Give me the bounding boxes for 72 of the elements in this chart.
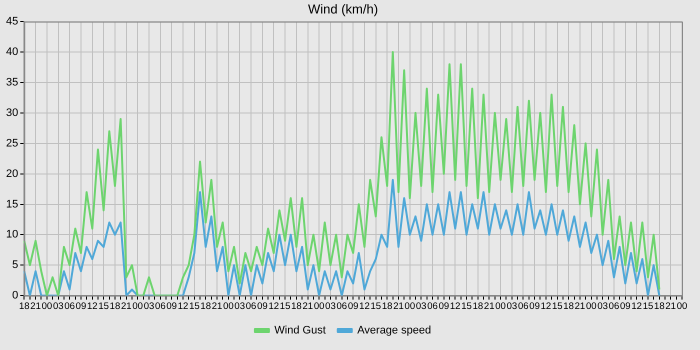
y-tick-label: 0 <box>12 290 18 302</box>
x-tick-label: 03 <box>597 300 608 312</box>
x-tick-label: 00 <box>676 300 688 312</box>
x-tick-label: 00 <box>132 300 143 312</box>
x-tick-label: 12 <box>450 300 460 312</box>
x-tick-label: 21 <box>484 300 494 312</box>
x-tick-label: 09 <box>620 300 631 312</box>
y-tick-label: 15 <box>6 198 18 210</box>
x-tick-label: 03 <box>144 300 154 312</box>
x-tick-label: 18 <box>563 300 574 312</box>
x-tick-label: 18 <box>382 300 392 312</box>
x-tick-label: 12 <box>359 300 370 312</box>
x-tick-label: 09 <box>438 300 450 312</box>
x-tick-label: 06 <box>155 300 166 312</box>
x-tick-label: 06 <box>608 300 620 312</box>
x-tick-label: 15 <box>461 300 472 312</box>
x-tick-label: 06 <box>246 300 256 312</box>
x-tick-label: 00 <box>404 300 416 312</box>
y-tick-label: 5 <box>12 259 18 272</box>
x-tick-label: 03 <box>234 300 245 312</box>
x-tick-label: 09 <box>348 300 358 312</box>
x-tick-label: 18 <box>472 300 484 312</box>
x-tick-label: 09 <box>529 300 540 312</box>
x-tick-label: 09 <box>166 300 177 312</box>
x-tick-label: 18 <box>18 300 30 312</box>
y-tick-label: 45 <box>6 16 18 28</box>
x-tick-label: 21 <box>393 300 404 312</box>
x-tick-label: 09 <box>257 300 268 312</box>
x-tick-label: 03 <box>506 300 518 312</box>
y-tick-label: 40 <box>6 46 18 58</box>
legend-label: Wind Gust <box>274 324 326 337</box>
x-tick-label: 06 <box>64 300 75 312</box>
x-tick-label: 12 <box>631 300 642 312</box>
x-tick-label: 21 <box>665 300 676 312</box>
chart-title: Wind (km/h) <box>308 1 378 16</box>
x-tick-label: 03 <box>325 300 336 312</box>
x-tick-label: 12 <box>540 300 552 312</box>
y-tick-label: 20 <box>6 168 18 180</box>
x-tick-label: 00 <box>42 300 52 312</box>
x-tick-label: 21 <box>302 300 314 312</box>
x-tick-label: 00 <box>586 300 597 312</box>
x-tick-label: 06 <box>336 300 348 312</box>
x-tick-label: 15 <box>552 300 563 312</box>
y-tick-label: 25 <box>6 137 18 150</box>
x-tick-label: 12 <box>86 300 98 312</box>
x-tick-label: 18 <box>200 300 211 312</box>
x-tick-label: 00 <box>223 300 234 312</box>
x-tick-label: 03 <box>52 300 64 312</box>
x-tick-label: 18 <box>654 300 665 312</box>
x-tick-label: 12 <box>268 300 280 312</box>
x-tick-label: 09 <box>76 300 86 312</box>
y-tick-label: 10 <box>6 228 18 241</box>
x-tick-label: 21 <box>121 300 132 312</box>
x-tick-label: 03 <box>416 300 426 312</box>
x-tick-label: 18 <box>110 300 120 312</box>
x-tick-label: 15 <box>280 300 290 312</box>
x-tick-label: 15 <box>370 300 382 312</box>
y-tick-label: 35 <box>6 76 18 89</box>
x-tick-label: 15 <box>98 300 109 312</box>
x-tick-label: 06 <box>427 300 438 312</box>
x-tick-label: 21 <box>212 300 222 312</box>
y-tick-label: 30 <box>6 106 18 119</box>
x-tick-label: 21 <box>30 300 41 312</box>
x-tick-label: 15 <box>642 300 654 312</box>
x-tick-label: 21 <box>574 300 586 312</box>
x-tick-label: 00 <box>495 300 506 312</box>
x-tick-label: 15 <box>189 300 200 312</box>
x-tick-label: 12 <box>178 300 188 312</box>
x-tick-label: 00 <box>314 300 324 312</box>
x-tick-label: 18 <box>291 300 302 312</box>
legend-label: Average speed <box>357 324 432 337</box>
x-tick-label: 06 <box>518 300 529 312</box>
